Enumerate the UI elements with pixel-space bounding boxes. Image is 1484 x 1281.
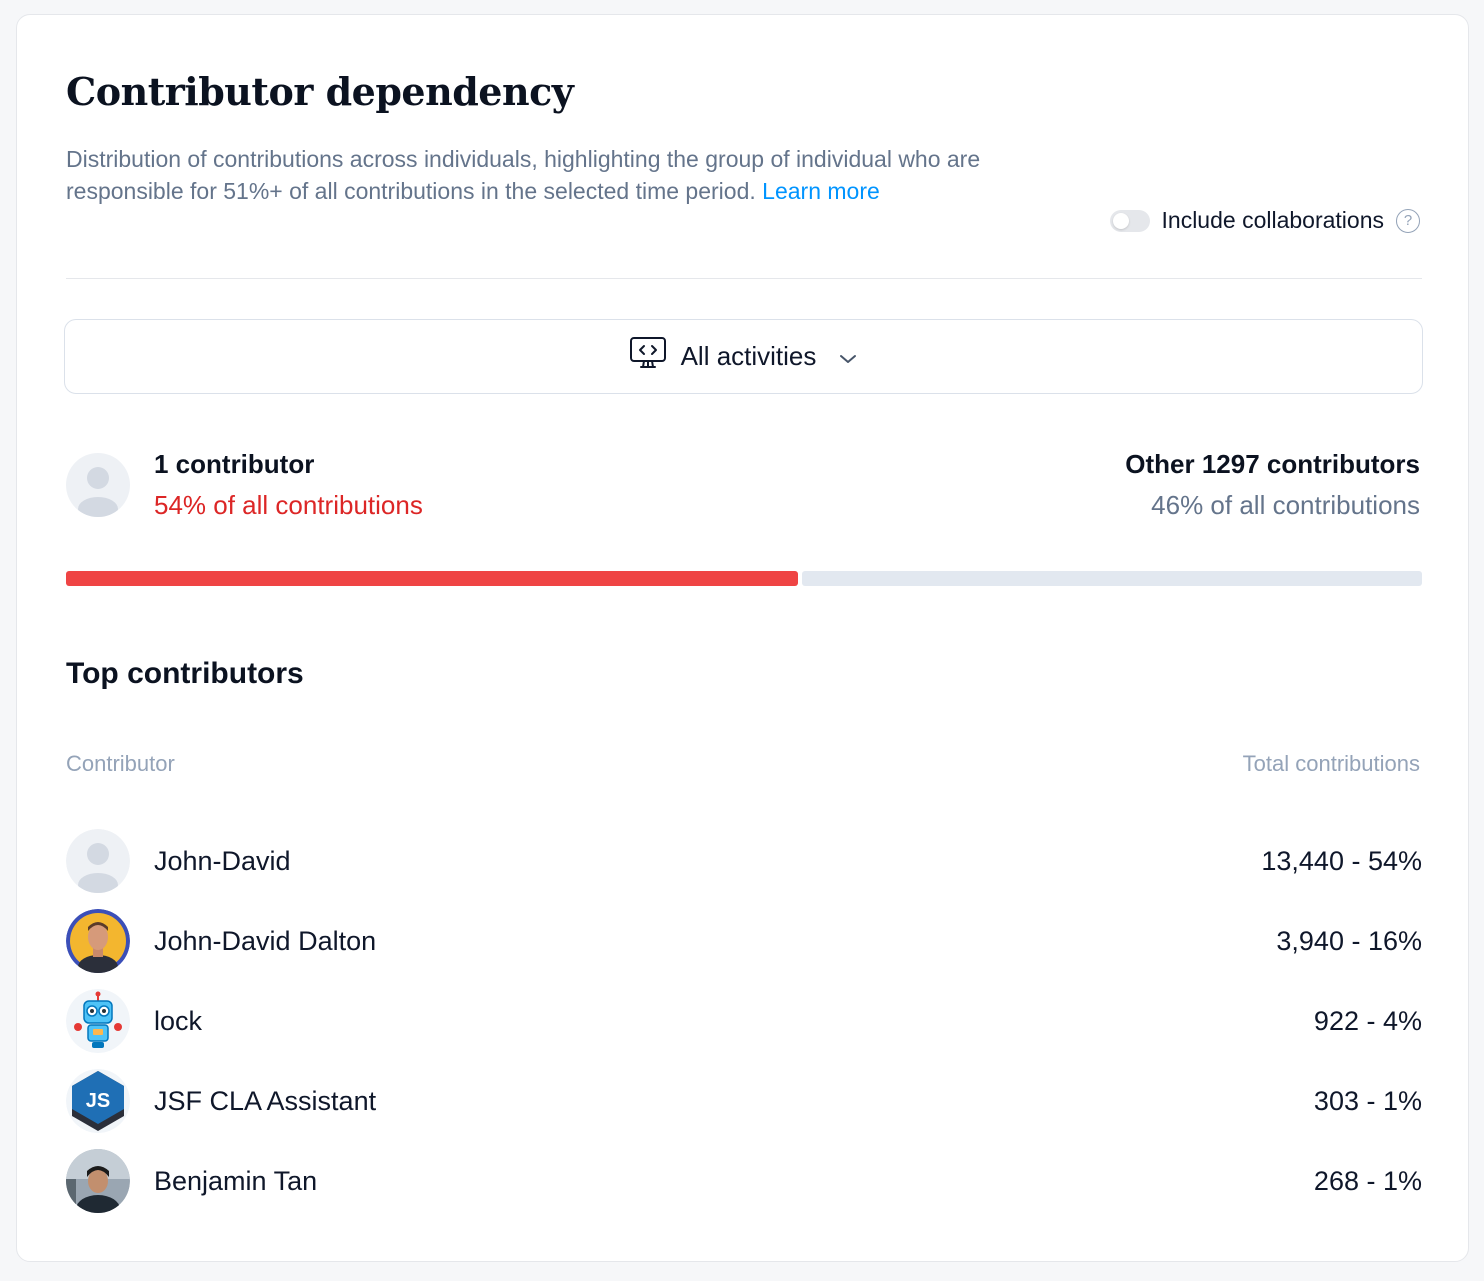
top-group-bar-segment <box>66 571 799 586</box>
description: Distribution of contributions across ind… <box>66 143 1026 207</box>
include-collaborations-label: Include collaborations <box>1161 207 1384 233</box>
contributor-name: John-David <box>154 845 291 876</box>
monitor-code-icon <box>629 336 667 377</box>
contributor-row[interactable]: JS JSF CLA Assistant 303 - 1% <box>66 1061 1422 1141</box>
toggle-knob <box>1112 212 1129 229</box>
other-group-count: Other 1297 contributors <box>1125 449 1420 479</box>
contribution-share-bar <box>66 571 1422 586</box>
contributor-name: JSF CLA Assistant <box>154 1085 377 1116</box>
activities-label: All activities <box>680 341 817 371</box>
top-group-summary: 1 contributor 54% of all contributions <box>66 449 423 521</box>
include-collaborations-toggle[interactable] <box>1109 209 1150 232</box>
contributor-total: 303 - 1% <box>1313 1085 1422 1116</box>
contributor-total: 3,940 - 16% <box>1276 925 1422 956</box>
contributor-total: 922 - 4% <box>1313 1005 1422 1036</box>
contributor-row[interactable]: John-David 13,440 - 54% <box>66 821 1422 901</box>
avatar-placeholder-icon <box>66 829 130 893</box>
question-circle-icon[interactable]: ? <box>1396 208 1420 233</box>
top-group-share: 54% of all contributions <box>154 490 423 520</box>
avatar <box>66 1149 130 1213</box>
contributor-name: Benjamin Tan <box>154 1165 318 1196</box>
top-contributors-list: John-David 13,440 - 54% John-David Dalto… <box>66 821 1422 1221</box>
chevron-down-icon <box>838 341 858 372</box>
top-contributors-title: Top contributors <box>66 657 304 690</box>
other-group-share: 46% of all contributions <box>1151 490 1420 520</box>
contributor-row[interactable]: lock 922 - 4% <box>66 981 1422 1061</box>
include-collaborations-control: Include collaborations ? <box>1109 207 1420 234</box>
page-title: Contributor dependency <box>66 69 574 114</box>
contributor-dependency-card: Contributor dependency Distribution of c… <box>16 14 1469 1262</box>
contributor-name: lock <box>154 1005 203 1036</box>
other-group-bar-segment <box>802 571 1422 586</box>
column-header-contributor: Contributor <box>66 751 175 776</box>
activities-dropdown[interactable]: All activities <box>64 319 1423 394</box>
robot-avatar-icon <box>66 989 130 1053</box>
avatar <box>66 909 130 973</box>
js-logo-icon: JS <box>66 1069 130 1133</box>
description-text: Distribution of contributions across ind… <box>66 146 981 204</box>
top-group-count: 1 contributor <box>154 449 315 479</box>
contributor-total: 268 - 1% <box>1313 1165 1422 1196</box>
divider <box>66 278 1422 279</box>
learn-more-link[interactable]: Learn more <box>762 178 880 204</box>
contributor-row[interactable]: John-David Dalton 3,940 - 16% <box>66 901 1422 981</box>
other-group-summary: Other 1297 contributors 46% of all contr… <box>1125 449 1420 521</box>
contributor-total: 13,440 - 54% <box>1261 845 1422 876</box>
column-header-total: Total contributions <box>1242 751 1420 776</box>
contributor-row[interactable]: Benjamin Tan 268 - 1% <box>66 1141 1422 1221</box>
svg-text:JS: JS <box>86 1090 110 1112</box>
contributor-name: John-David Dalton <box>154 925 377 956</box>
avatar-placeholder-icon <box>66 453 130 517</box>
